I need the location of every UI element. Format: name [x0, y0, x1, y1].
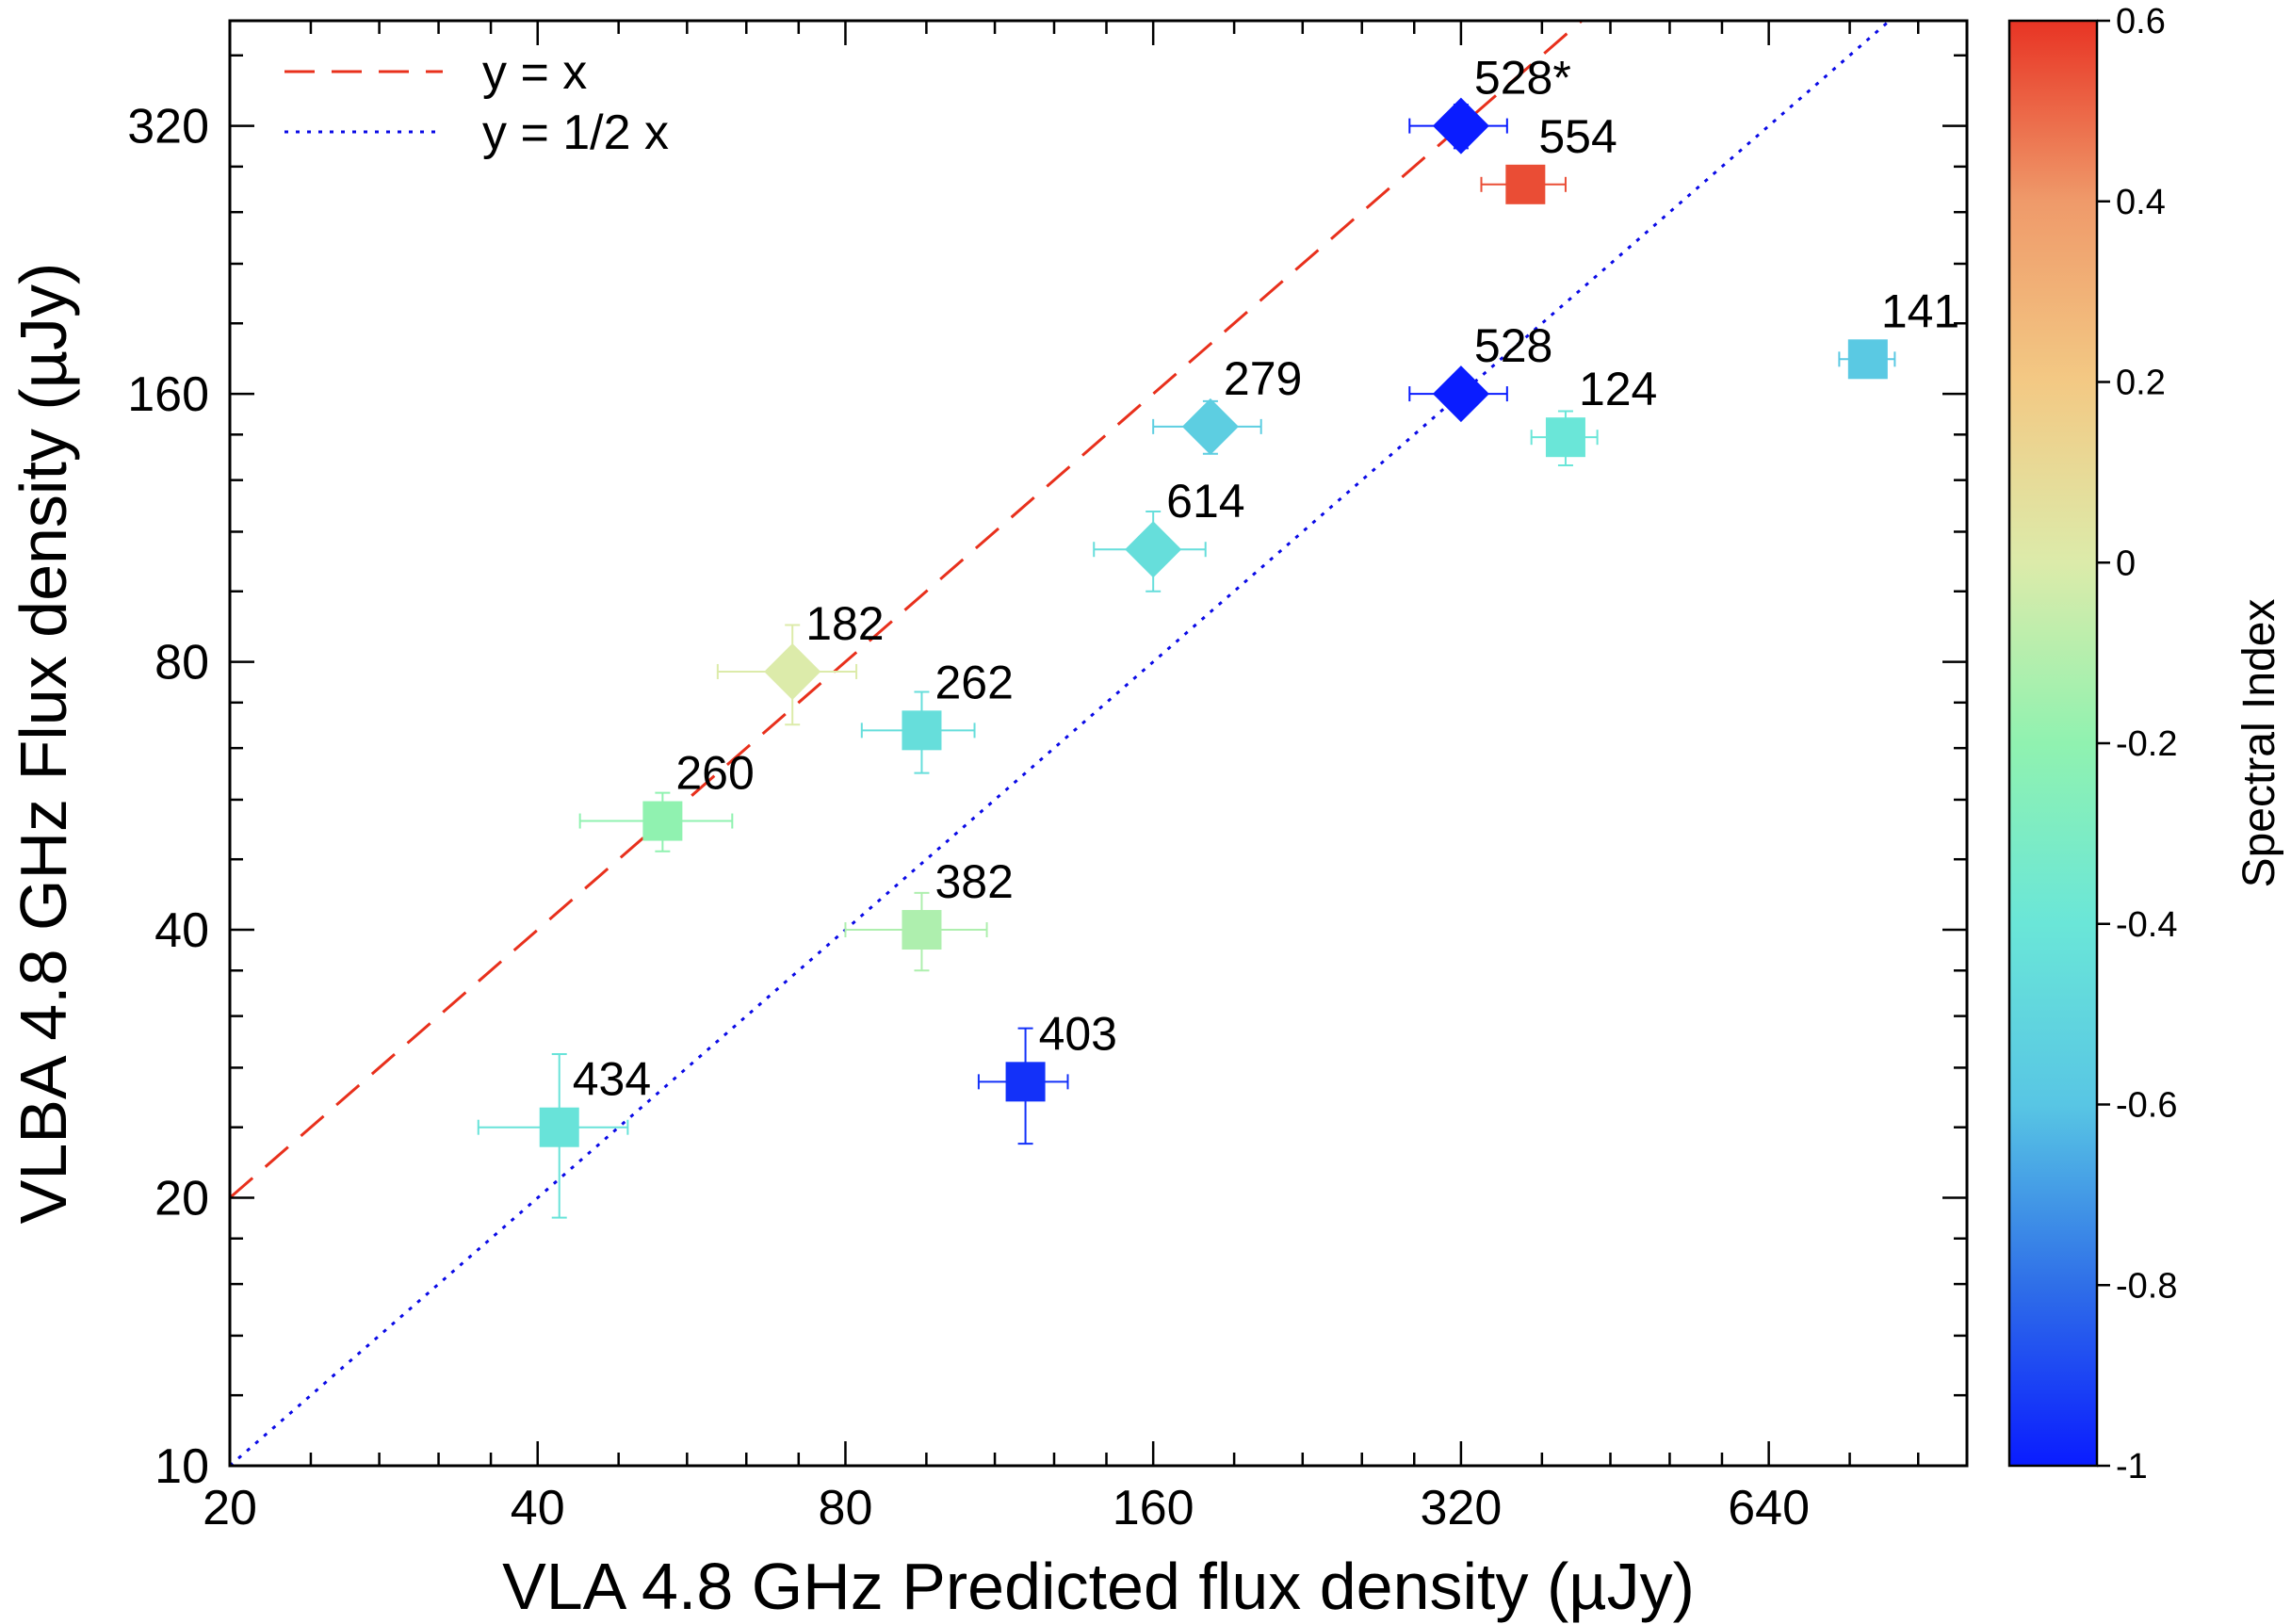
- diamond-marker: [764, 642, 821, 700]
- diamond-marker: [1181, 398, 1239, 455]
- data-point: 262: [860, 656, 1014, 774]
- colorbar-title: Spectral Index: [2234, 599, 2284, 888]
- reference-line-2: [230, 21, 1893, 1466]
- y-tick-label: 160: [127, 367, 209, 422]
- x-tick-label: 40: [511, 1481, 565, 1535]
- data-point: 279: [1152, 352, 1302, 455]
- square-marker: [642, 801, 683, 841]
- reference-lines: [230, 21, 1893, 1466]
- data-point: 382: [844, 855, 1014, 972]
- y-tick-label: 10: [154, 1439, 209, 1494]
- point-label: 528*: [1474, 52, 1571, 105]
- legend-label-2: y = 1/2 x: [482, 106, 669, 160]
- y-tick-label: 320: [127, 100, 209, 154]
- data-point: 260: [578, 747, 755, 853]
- square-marker: [1545, 417, 1585, 458]
- colorbar: 0.6 0.4 0.2 0 -0.2 -0.4 -0.6 -0.8 -1 Spectral Ind…: [2007, 2, 2284, 1486]
- data-point: 182: [716, 597, 885, 726]
- square-marker: [902, 910, 942, 950]
- legend: y = x y = 1/2 x: [284, 45, 669, 160]
- x-tick-label: 20: [203, 1481, 257, 1535]
- data-point: 141: [1838, 284, 1959, 380]
- square-marker: [1847, 339, 1888, 380]
- x-axis-title: VLA 4.8 GHz Predicted flux density (µJy): [502, 1550, 1695, 1623]
- colorbar-gradient: [2007, 19, 2099, 1468]
- point-label: 403: [1039, 1007, 1117, 1060]
- y-tick-label: 20: [154, 1172, 209, 1226]
- data-point: 614: [1093, 475, 1245, 593]
- data-point: 434: [477, 1053, 651, 1219]
- diamond-marker: [1125, 521, 1182, 578]
- point-label: 279: [1224, 352, 1302, 405]
- y-tick-label: 80: [154, 636, 209, 690]
- data-point: 403: [977, 1007, 1117, 1145]
- x-tick-label: 160: [1113, 1481, 1194, 1535]
- point-label: 554: [1538, 110, 1617, 163]
- square-marker: [1505, 164, 1546, 204]
- point-label: 528: [1474, 319, 1552, 372]
- point-label: 141: [1881, 284, 1959, 337]
- colorbar-tick-label: 0: [2116, 544, 2136, 583]
- x-tick-label: 320: [1421, 1481, 1503, 1535]
- colorbar-tick-label: 0.4: [2116, 183, 2166, 222]
- x-tick-label: 80: [819, 1481, 873, 1535]
- y-axis-title: VLBA 4.8 GHz Flux density (µJy): [7, 263, 80, 1225]
- point-label: 434: [573, 1053, 651, 1106]
- square-marker: [1005, 1062, 1046, 1102]
- axis-ticks: [228, 21, 1967, 1468]
- square-marker: [539, 1107, 579, 1147]
- colorbar-tick-label: -0.8: [2116, 1266, 2177, 1306]
- x-tick-label: 640: [1728, 1481, 1810, 1535]
- y-tick-label: 40: [154, 903, 209, 958]
- colorbar-tick-label: 0.2: [2116, 364, 2166, 403]
- data-point: 124: [1530, 363, 1657, 466]
- legend-label-1: y = x: [482, 45, 587, 100]
- colorbar-tick-label: -0.2: [2116, 724, 2177, 764]
- data-point: 528: [1408, 319, 1552, 423]
- data-point: 528*: [1408, 52, 1571, 154]
- point-label: 382: [934, 855, 1013, 908]
- diamond-marker: [1432, 97, 1489, 154]
- diamond-marker: [1432, 365, 1489, 423]
- colorbar-tick-label: -0.4: [2116, 905, 2177, 945]
- reference-line-1: [230, 21, 1584, 1199]
- point-label: 260: [675, 747, 754, 800]
- data-points: 528*554 141 528 124 279 614 182 262 260 382 403 434: [477, 52, 1959, 1219]
- point-label: 614: [1166, 475, 1244, 528]
- data-point: 554: [1480, 110, 1617, 204]
- plot-frame: [228, 19, 1969, 1468]
- colorbar-tick-label: -0.6: [2116, 1086, 2177, 1126]
- colorbar-tick-label: -1: [2116, 1447, 2148, 1486]
- point-label: 262: [934, 656, 1013, 708]
- colorbar-tick-label: 0.6: [2116, 2, 2166, 41]
- point-label: 182: [805, 597, 884, 650]
- point-label: 124: [1579, 363, 1657, 415]
- square-marker: [902, 710, 942, 751]
